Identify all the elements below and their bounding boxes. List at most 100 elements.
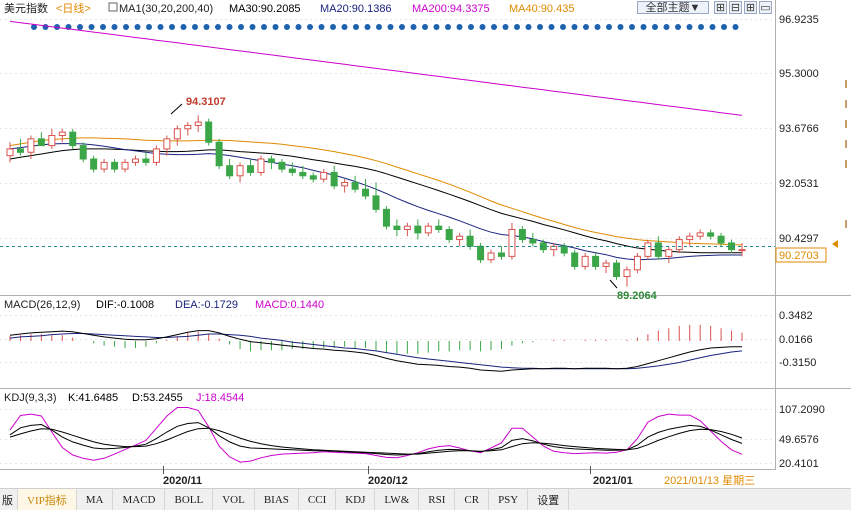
grid-icon[interactable]: ⊞ [714,1,727,14]
candle-up [487,252,495,261]
candle-down [215,141,223,167]
candle-down [267,158,275,163]
candle-up [696,232,704,237]
candle-down [37,138,45,147]
kdj-k-label: K:41.6485 [68,392,118,404]
tab-lw[interactable]: LW& [375,489,420,510]
kdj-axis: 107.2090 49.6576 20.4101 [779,404,825,470]
candle-down [299,171,307,177]
candle-down [142,158,150,163]
kdj-d-label: D:53.2455 [132,392,183,404]
indicator-tab-bar: 版 VIP指标 MA MACD BOLL VOL BIAS CCI KDJ LW… [0,488,851,510]
signal-dot [387,24,394,30]
kdj-k-line [9,422,743,456]
candle-down [351,182,359,190]
candle-down [330,171,338,187]
macd-dif-line [9,330,742,372]
macd-dif-label: DIF:-0.1008 [96,299,154,311]
candle-down [288,168,296,173]
candle-up [48,135,56,147]
restore-icon[interactable]: ▭ [759,1,772,14]
signal-dot [134,24,141,30]
tab-vip[interactable]: VIP指标 [18,489,77,510]
signal-dot [537,24,543,30]
signal-dot [594,24,601,30]
signal-dot-row [31,24,739,30]
candle-up [257,158,265,173]
tab-rsi[interactable]: RSI [419,489,456,510]
candle-down [477,245,485,261]
low-price-label: 89.2064 [617,290,658,302]
kdj-header: KDJ(9,3,3) K:41.6485 D:53.2455 J:18.4544 [4,392,244,404]
tab-bias[interactable]: BIAS [255,489,299,510]
symbol-name: 美元指数 [4,1,48,15]
candle-up [163,138,171,150]
candle-down [414,225,422,234]
tab-layout[interactable]: 版 [0,489,18,510]
ma40-label: MA40:90.435 [509,3,574,15]
chart-canvas[interactable]: 美元指数 <日线> MA1(30,20,200,40) MA30:90.2085… [0,0,851,488]
signal-dot [479,24,486,30]
candle-down [497,252,505,257]
ma30-label: MA30:90.2085 [229,3,301,15]
signal-dot [364,24,371,30]
candle-down [466,235,474,247]
signal-dot [663,24,670,30]
ma-params-label: MA1(30,20,200,40) [119,3,213,15]
price-tick-3: 93.6766 [779,123,819,135]
current-price-tag [775,247,827,263]
candle-up [27,138,35,153]
signal-dot [445,24,451,30]
signal-dot [249,24,256,30]
candle-down [382,208,390,227]
candle-up [633,255,641,271]
signal-dot [514,24,520,30]
tab-boll[interactable]: BOLL [165,489,214,510]
tab-cr[interactable]: CR [455,489,490,510]
candle-up [403,225,411,230]
signal-dot [629,24,635,30]
price-tick-4: 92.0531 [779,178,819,190]
signal-dot [284,24,290,30]
current-price-value: 90.2703 [779,250,819,262]
candle-down [518,229,526,241]
tab-vol[interactable]: VOL [213,489,255,510]
candle-up [184,124,192,130]
signal-dot [698,24,704,30]
signal-dot [42,24,49,30]
signal-dot [652,24,658,30]
zoom-in-icon[interactable]: ⊞ [744,1,757,14]
signal-dot [111,24,118,30]
candle-down [362,188,370,197]
theme-dropdown[interactable]: 全部主题▼ [637,1,709,14]
tab-kdj[interactable]: KDJ [336,489,376,510]
tab-macd[interactable]: MACD [113,489,166,510]
signal-dot [456,24,463,30]
tab-psy[interactable]: PSY [489,489,529,510]
macd-tick-1: 0.3482 [779,310,813,322]
tab-cci[interactable]: CCI [299,489,337,510]
signal-dot [617,24,624,30]
candle-up [581,255,589,267]
candle-up [623,269,631,277]
signal-dot [330,24,336,30]
kdj-tick-3: 20.4101 [779,458,819,470]
time-axis: 2020/11 2020/12 2021/01 2021/01/13 星期三 [163,466,755,487]
signal-dot [502,24,509,30]
candle-down [16,148,24,153]
tab-settings[interactable]: 设置 [528,489,570,510]
signal-dot [491,24,497,30]
price-tick-5: 90.4297 [779,233,819,245]
period-label[interactable]: <日线> [56,1,91,15]
indicator-header: 美元指数 <日线> MA1(30,20,200,40) MA30:90.2085… [4,1,574,15]
candle-up [665,249,673,257]
candle-up [58,131,66,136]
macd-axis: 0.3482 0.0166 -0.3150 [779,310,816,369]
signal-dot [123,24,129,30]
candle-up [508,229,516,257]
candle-down [79,145,87,160]
zoom-out-icon[interactable]: ⊟ [729,1,742,14]
signal-dot [606,24,612,30]
tab-ma[interactable]: MA [77,489,114,510]
checkbox-icon[interactable] [108,2,118,12]
